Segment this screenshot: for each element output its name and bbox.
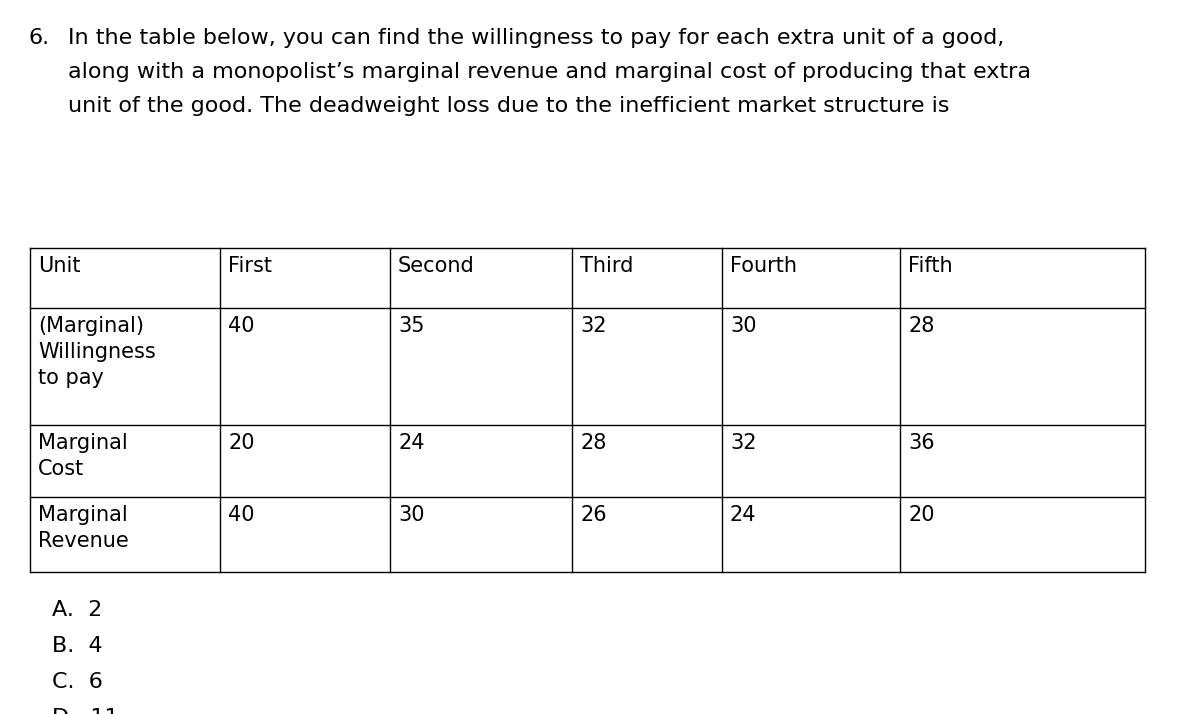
Text: Willingness: Willingness — [38, 342, 156, 362]
Text: along with a monopolist’s marginal revenue and marginal cost of producing that e: along with a monopolist’s marginal reven… — [68, 62, 1031, 82]
Text: Fifth: Fifth — [908, 256, 953, 276]
Text: 20: 20 — [908, 505, 935, 525]
Text: Revenue: Revenue — [38, 531, 128, 551]
Text: 30: 30 — [398, 505, 425, 525]
Text: 28: 28 — [908, 316, 935, 336]
Text: C.  6: C. 6 — [52, 672, 103, 692]
Text: to pay: to pay — [38, 368, 104, 388]
Text: 40: 40 — [228, 505, 254, 525]
Text: 28: 28 — [580, 433, 606, 453]
Text: 36: 36 — [908, 433, 935, 453]
Text: Second: Second — [398, 256, 475, 276]
Text: Cost: Cost — [38, 459, 84, 479]
Text: 30: 30 — [730, 316, 756, 336]
Text: In the table below, you can find the willingness to pay for each extra unit of a: In the table below, you can find the wil… — [68, 28, 1004, 48]
Text: 6.: 6. — [28, 28, 49, 48]
Text: Unit: Unit — [38, 256, 80, 276]
Text: 32: 32 — [730, 433, 756, 453]
Text: Marginal: Marginal — [38, 433, 127, 453]
Text: Marginal: Marginal — [38, 505, 127, 525]
Text: 24: 24 — [730, 505, 756, 525]
Text: 20: 20 — [228, 433, 254, 453]
Text: A.  2: A. 2 — [52, 600, 102, 620]
Text: B.  4: B. 4 — [52, 636, 103, 656]
Text: 24: 24 — [398, 433, 425, 453]
Text: First: First — [228, 256, 272, 276]
Text: 26: 26 — [580, 505, 607, 525]
Text: D.  11: D. 11 — [52, 708, 119, 714]
Text: unit of the good. The deadweight loss due to the inefficient market structure is: unit of the good. The deadweight loss du… — [68, 96, 949, 116]
Text: Third: Third — [580, 256, 634, 276]
Text: 35: 35 — [398, 316, 425, 336]
Text: Fourth: Fourth — [730, 256, 797, 276]
Text: 32: 32 — [580, 316, 606, 336]
Text: 40: 40 — [228, 316, 254, 336]
Text: (Marginal): (Marginal) — [38, 316, 144, 336]
